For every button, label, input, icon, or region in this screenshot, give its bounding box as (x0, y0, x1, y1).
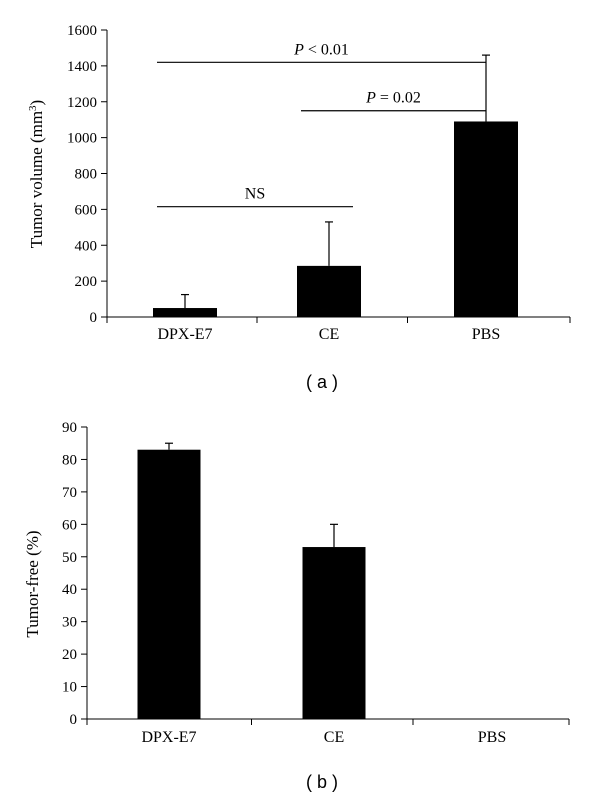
chart-a-bar-dpx-e7 (153, 308, 217, 317)
chart-a-y-tick-label: 0 (90, 310, 98, 326)
chart-a-y-tick-label: 600 (75, 202, 98, 218)
chart-b-error-bars (165, 442, 338, 548)
chart-b-category-label: DPX-E7 (141, 729, 196, 746)
chart-a-y-tick-label: 1200 (67, 95, 97, 111)
chart-a-bars (153, 121, 518, 317)
chart-b-y-tick-label: 80 (62, 452, 77, 468)
chart-a-y-tick-label: 1000 (67, 131, 97, 147)
chart-a-ylabel-main: Tumor volume (mm (27, 111, 46, 248)
chart-b-y-tick-label: 30 (62, 615, 77, 631)
chart-a-category-label: PBS (472, 326, 500, 343)
chart-a-y-tick-label: 200 (75, 274, 98, 290)
chart-b-y-tick-label: 60 (62, 517, 77, 533)
chart-a-panel-label: ( a ) (306, 372, 338, 392)
chart-a-significance-label: P = 0.02 (365, 90, 421, 107)
chart-b-y-ticks: 0 10 20 30 40 50 60 70 80 90 (62, 420, 87, 728)
chart-b-y-tick-label: 40 (62, 582, 77, 598)
chart-b-y-tick-label: 70 (62, 485, 77, 501)
chart-b-y-tick-label: 10 (62, 680, 77, 696)
chart-b-bars (137, 449, 366, 719)
chart-b-bar-ce (302, 547, 366, 719)
chart-b-bar-dpx-e7 (137, 449, 201, 719)
chart-a-annotations: NS P = 0.02 P < 0.01 (157, 41, 486, 208)
chart-b-category-label: CE (324, 729, 344, 746)
chart-a-ylabel-close: ) (27, 100, 46, 106)
chart-a-significance-label: P < 0.01 (293, 41, 349, 58)
chart-b-y-tick-label: 50 (62, 550, 77, 566)
chart-a-ylabel-exp: 3 (27, 105, 39, 111)
chart-b-y-tick-label: 0 (70, 712, 78, 728)
chart-a-y-ticks: 0 200 400 600 800 1000 1200 1400 1600 (67, 23, 107, 326)
chart-a-y-tick-label: 1600 (67, 23, 97, 39)
chart-a-category-label: DPX-E7 (157, 326, 212, 343)
chart-b-ylabel: Tumor-free (%) (23, 530, 42, 637)
chart-a-category-label: CE (319, 326, 339, 343)
chart-b-category-label: PBS (478, 729, 506, 746)
chart-a: Tumor volume (mm3) 0 200 400 600 800 1000 1200… (27, 23, 571, 392)
chart-b-y-tick-label: 90 (62, 420, 77, 436)
chart-a-significance-label: NS (245, 186, 265, 203)
chart-a-bar-ce (297, 265, 361, 317)
chart-a-bar-pbs (454, 121, 518, 317)
chart-b-y-tick-label: 20 (62, 647, 77, 663)
chart-a-y-tick-label: 400 (75, 238, 98, 254)
chart-a-y-tick-label: 1400 (67, 59, 97, 75)
chart-a-ylabel: Tumor volume (mm3) (27, 100, 46, 248)
chart-a-error-bars (181, 54, 490, 309)
chart-b-categories: DPX-E7 CE PBS (86, 719, 570, 746)
chart-a-categories: DPX-E7 CE PBS (106, 317, 571, 343)
chart-a-y-tick-label: 800 (75, 167, 98, 183)
chart-b: Tumor-free (%) 0 10 20 30 40 50 60 70 80 90 DPX-E… (23, 420, 570, 792)
chart-b-panel-label: ( b ) (306, 772, 338, 792)
